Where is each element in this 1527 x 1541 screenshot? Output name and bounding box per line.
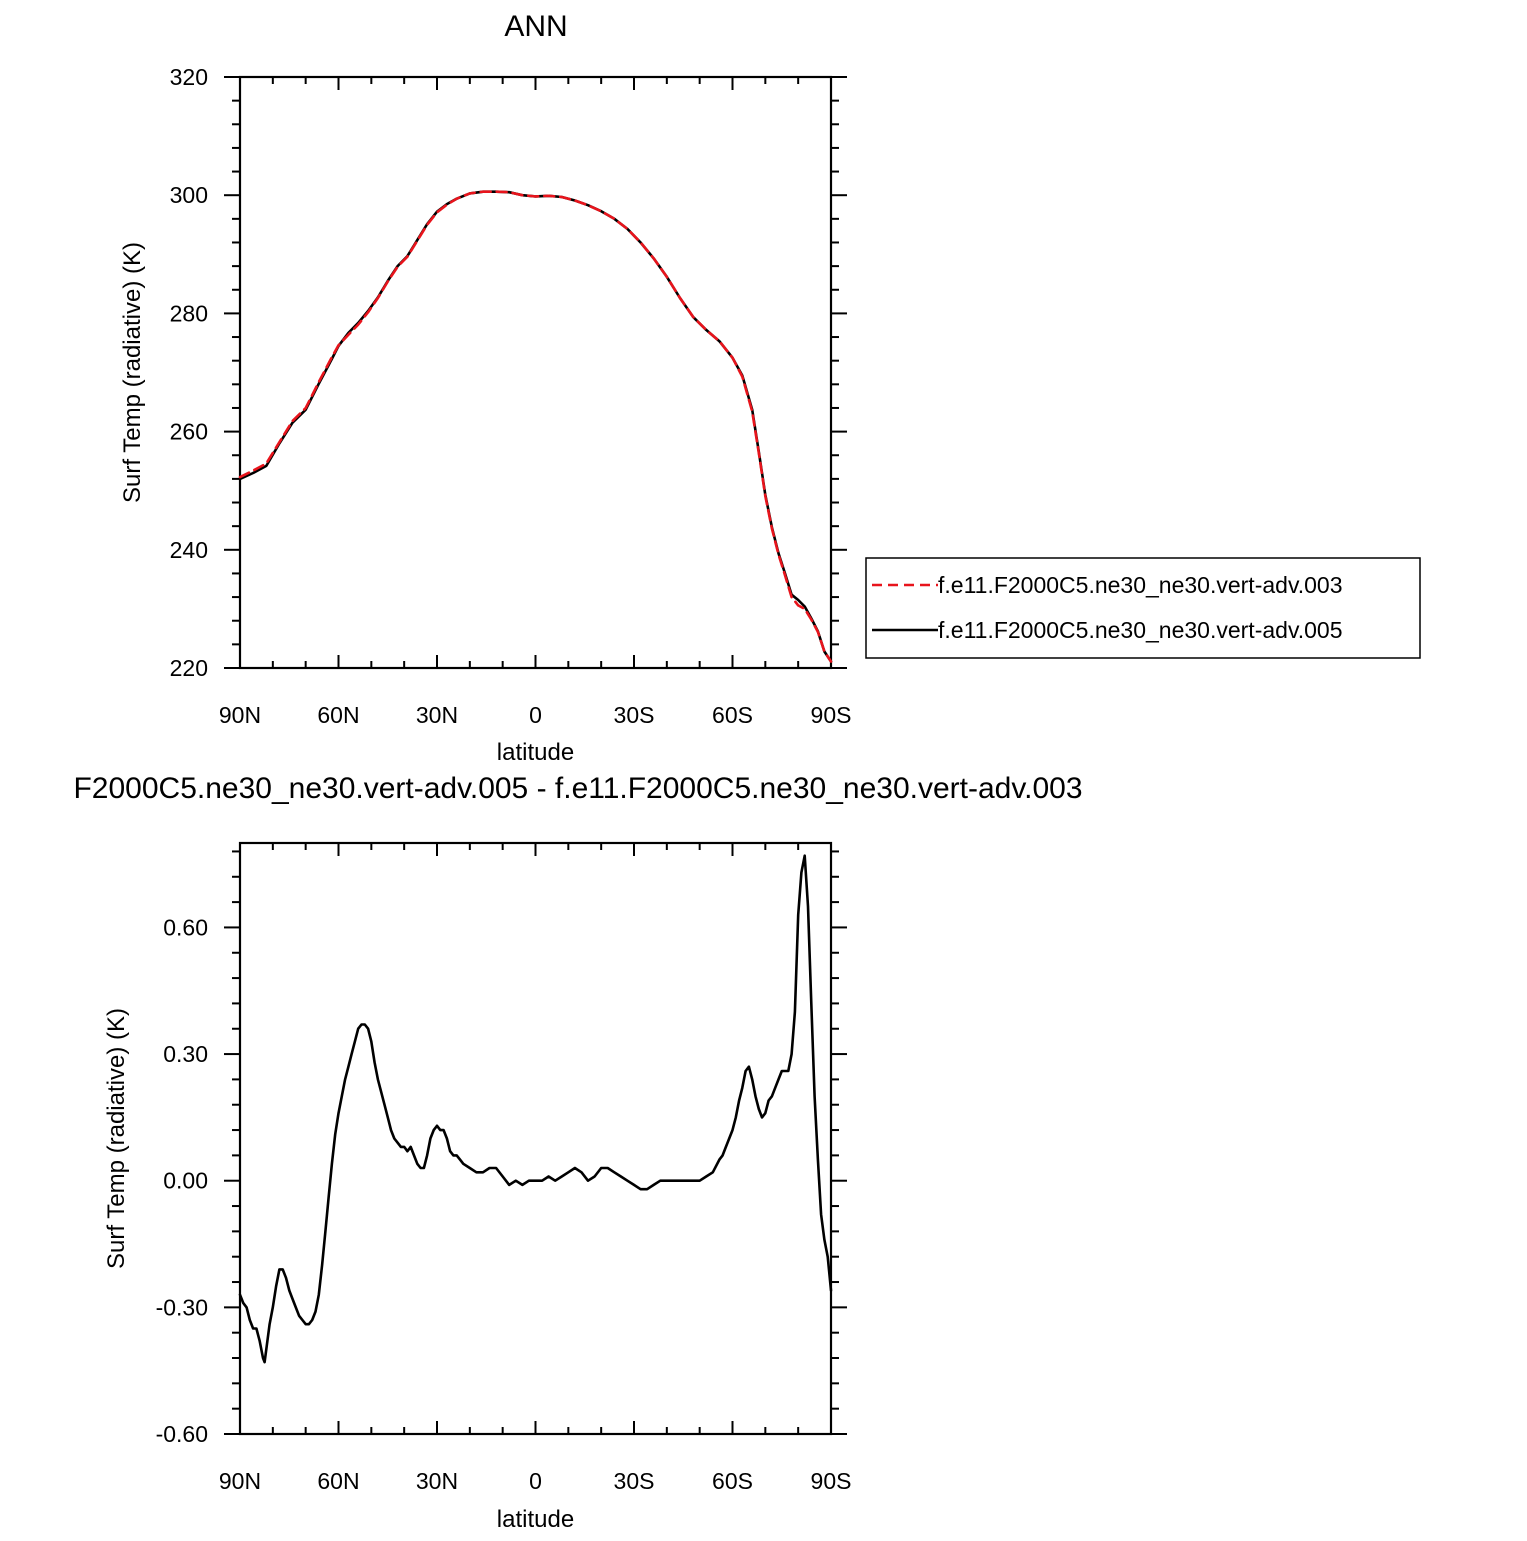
x-tick-label: 60N	[317, 1468, 359, 1494]
x-tick-label: 90N	[219, 702, 261, 728]
chart-title: F2000C5.ne30_ne30.vert-adv.005 - f.e11.F…	[73, 772, 1082, 805]
legend-box	[865, 557, 1421, 659]
y-tick-label: 0.30	[163, 1041, 208, 1067]
panel-difference: F2000C5.ne30_ne30.vert-adv.005 - f.e11.F…	[73, 772, 1082, 1533]
x-axis-label: latitude	[497, 1506, 574, 1533]
y-tick-label: 260	[170, 419, 208, 445]
chart-title: ANN	[504, 10, 567, 43]
x-tick-label: 30S	[614, 1468, 655, 1494]
legend-entry-label: f.e11.F2000C5.ne30_ne30.vert-adv.005	[938, 617, 1343, 643]
series-line-1	[238, 854, 833, 1364]
y-tick-label: 240	[170, 537, 208, 563]
y-tick-label: 0.60	[163, 914, 208, 940]
y-tick-label: 320	[170, 64, 208, 90]
x-tick-label: 30N	[416, 1468, 458, 1494]
series-line-1	[238, 190, 833, 663]
y-axis-label: Surf Temp (radiative) (K)	[119, 242, 146, 503]
x-axis-label: latitude	[497, 739, 574, 766]
x-tick-label: 0	[529, 1468, 542, 1494]
y-tick-label: -0.30	[156, 1294, 208, 1320]
y-tick-label: 300	[170, 182, 208, 208]
x-tick-label: 60N	[317, 702, 359, 728]
x-tick-label: 30N	[416, 702, 458, 728]
plot-frame	[238, 841, 833, 1436]
x-tick-label: 0	[529, 702, 542, 728]
x-tick-label: 90S	[811, 1468, 852, 1494]
y-tick-label: -0.60	[156, 1421, 208, 1447]
x-tick-label: 90N	[219, 1468, 261, 1494]
plot-frame	[238, 75, 833, 670]
y-axis-label: Surf Temp (radiative) (K)	[103, 1008, 130, 1269]
series-line-2	[238, 190, 833, 663]
y-tick-label: 280	[170, 300, 208, 326]
x-tick-label: 30S	[614, 702, 655, 728]
y-tick-label: 220	[170, 655, 208, 681]
x-tick-label: 60S	[712, 702, 753, 728]
x-tick-label: 90S	[811, 702, 852, 728]
legend-entry-label: f.e11.F2000C5.ne30_ne30.vert-adv.003	[938, 572, 1343, 598]
panel-mean-temperature: ANN 90N 60N 30N 0 30S 60S 90S 220 240 260 280 300 320…	[119, 10, 851, 766]
x-tick-label: 60S	[712, 1468, 753, 1494]
legend: f.e11.F2000C5.ne30_ne30.vert-adv.003 f.e1…	[865, 557, 1421, 659]
y-tick-label: 0.00	[163, 1168, 208, 1194]
